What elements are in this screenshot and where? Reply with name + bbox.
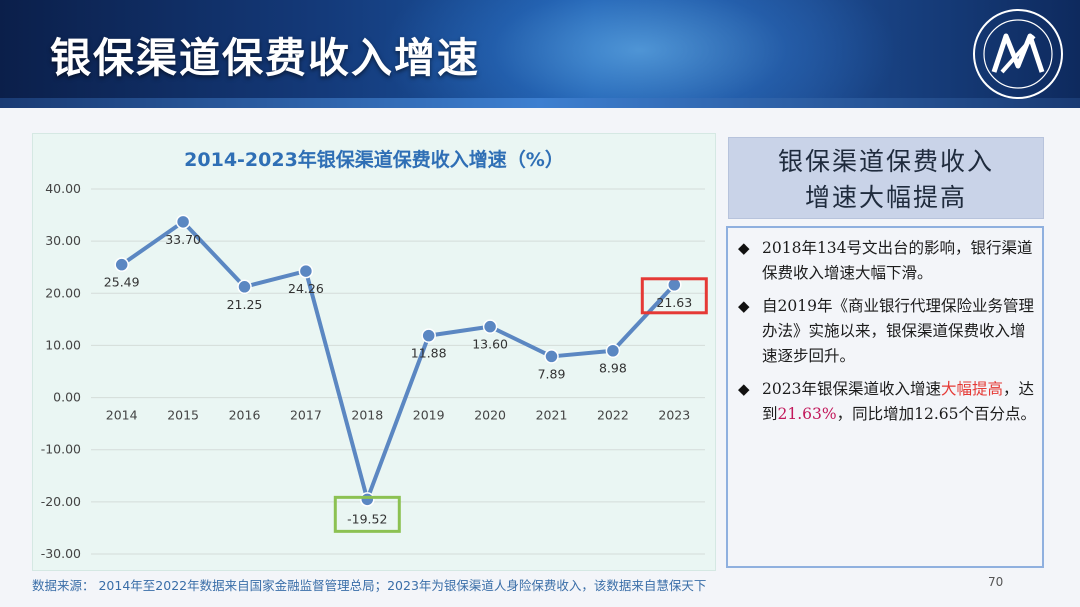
bullet-text-3c: ，同比增加12.65个百分点。 bbox=[836, 405, 1036, 423]
y-tick-label: 40.00 bbox=[45, 181, 81, 196]
diamond-bullet-icon: ◆ bbox=[738, 380, 750, 398]
x-tick-label: 2014 bbox=[106, 408, 138, 423]
highlight-box bbox=[640, 277, 708, 315]
data-label: 25.49 bbox=[104, 275, 140, 290]
series-line bbox=[120, 219, 676, 502]
summary-title-line1: 银保渠道保费收入 bbox=[777, 147, 994, 176]
diamond-bullet-icon: ◆ bbox=[738, 239, 750, 257]
x-tick-label: 2021 bbox=[536, 408, 568, 423]
y-tick-label: 20.00 bbox=[45, 285, 81, 300]
x-tick-label: 2019 bbox=[413, 408, 445, 423]
data-point bbox=[237, 279, 252, 295]
page-number: 70 bbox=[988, 575, 1004, 589]
bullet-item-1: ◆ 2018年134号文出台的影响，银行渠道保费收入增速大幅下滑。 bbox=[734, 236, 1036, 286]
data-point bbox=[605, 343, 621, 358]
data-label: 24.26 bbox=[288, 281, 324, 296]
data-source-note: 数据来源： 2014年至2022年数据来自国家金融监督管理总局；2023年为银保… bbox=[32, 578, 707, 593]
bullet-text-3a: 2023年银保渠道收入增速 bbox=[762, 380, 941, 398]
data-point bbox=[544, 349, 559, 364]
header-glow bbox=[380, 0, 900, 108]
bullet-text-1: 2018年134号文出台的影响，银行渠道保费收入增速大幅下滑。 bbox=[762, 239, 1033, 282]
data-label: 13.60 bbox=[472, 337, 508, 352]
data-point bbox=[298, 263, 314, 279]
header-banner: 银保渠道保费收入增速 bbox=[0, 0, 1080, 108]
line-chart: 2014-2023年银保渠道保费收入增速（%） 40.00 30.00 20.00 10… bbox=[41, 148, 708, 561]
highlight-box bbox=[333, 495, 401, 533]
x-tick-label: 2016 bbox=[229, 408, 261, 423]
x-tick-label: 2015 bbox=[167, 408, 199, 423]
data-label: 21.25 bbox=[227, 297, 263, 312]
data-label: 8.98 bbox=[599, 361, 627, 376]
bullet-percent-value: 21.63% bbox=[777, 405, 837, 423]
chart-panel: 2014-2023年银保渠道保费收入增速（%） 40.00 30.00 20.00 10… bbox=[32, 133, 716, 571]
diamond-bullet-icon: ◆ bbox=[738, 297, 750, 315]
data-label: 21.63 bbox=[656, 295, 692, 310]
x-tick-label: 2017 bbox=[290, 408, 322, 423]
y-tick-label: 10.00 bbox=[45, 337, 81, 352]
data-label: 33.70 bbox=[165, 232, 201, 247]
x-tick-label: 2018 bbox=[351, 408, 383, 423]
y-tick-label: 0.00 bbox=[53, 390, 81, 405]
data-label: 11.88 bbox=[411, 346, 447, 361]
data-point bbox=[175, 214, 191, 230]
summary-title: 银保渠道保费收入 增速大幅提高 bbox=[728, 137, 1044, 219]
bullet-text-3b: ，达到 bbox=[762, 380, 1034, 423]
x-tick-label: 2023 bbox=[658, 408, 690, 423]
data-point bbox=[421, 328, 436, 343]
bullet-item-2: ◆ 自2019年《商业银行代理保险业务管理办法》实施以来，银保渠道保费收入增速逐… bbox=[734, 294, 1036, 369]
y-tick-label: -30.00 bbox=[41, 546, 81, 561]
chart-title: 2014-2023年银保渠道保费收入增速（%） bbox=[184, 148, 564, 171]
page-title: 银保渠道保费收入增速 bbox=[50, 34, 480, 82]
x-tick-label: 2020 bbox=[474, 408, 506, 423]
summary-box: ◆ 2018年134号文出台的影响，银行渠道保费收入增速大幅下滑。 ◆ 自201… bbox=[726, 226, 1044, 568]
x-tick-label: 2022 bbox=[597, 408, 629, 423]
y-tick-label: -10.00 bbox=[41, 442, 81, 457]
bullet-text-2: 自2019年《商业银行代理保险业务管理办法》实施以来，银保渠道保费收入增速逐步回… bbox=[762, 297, 1034, 365]
y-tick-label: -20.00 bbox=[41, 494, 81, 509]
bullet-item-3: ◆ 2023年银保渠道收入增速大幅提高，达到21.63%，同比增加12.65个百… bbox=[734, 377, 1036, 427]
organization-logo bbox=[973, 9, 1063, 99]
data-label: -19.52 bbox=[347, 511, 387, 526]
data-label: 7.89 bbox=[538, 366, 566, 381]
bullet-highlight-text: 大幅提高 bbox=[940, 380, 1003, 398]
header-stripe bbox=[0, 98, 1080, 108]
data-point bbox=[360, 492, 375, 507]
summary-title-line2: 增速大幅提高 bbox=[804, 183, 967, 212]
data-point bbox=[114, 257, 129, 272]
data-point bbox=[482, 319, 498, 334]
y-tick-label: 30.00 bbox=[45, 233, 81, 248]
